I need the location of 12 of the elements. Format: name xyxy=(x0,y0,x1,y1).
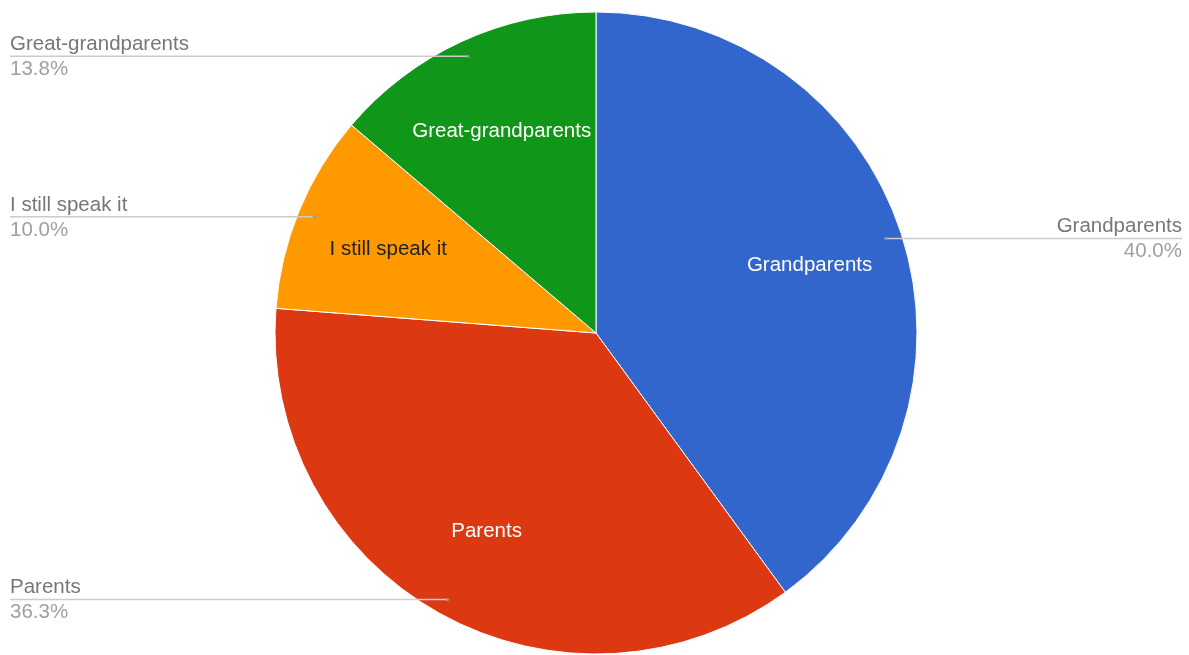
data-label: 40.0% xyxy=(1123,238,1182,262)
data-label: 10.0% xyxy=(10,216,69,240)
slice-label: Parents xyxy=(10,574,81,598)
slice-label: I still speak it xyxy=(329,235,448,259)
slice-label: Grandparents xyxy=(1056,213,1182,237)
slice-label: Grandparents xyxy=(746,251,873,275)
slice-label: Great-grandparents xyxy=(10,31,189,55)
slice-label: Great-grandparents xyxy=(412,117,592,141)
slice-label: I still speak it xyxy=(10,191,128,215)
data-label: 13.8% xyxy=(10,56,69,80)
slice-label: Parents xyxy=(451,517,522,541)
data-label: 36.3% xyxy=(10,599,69,623)
